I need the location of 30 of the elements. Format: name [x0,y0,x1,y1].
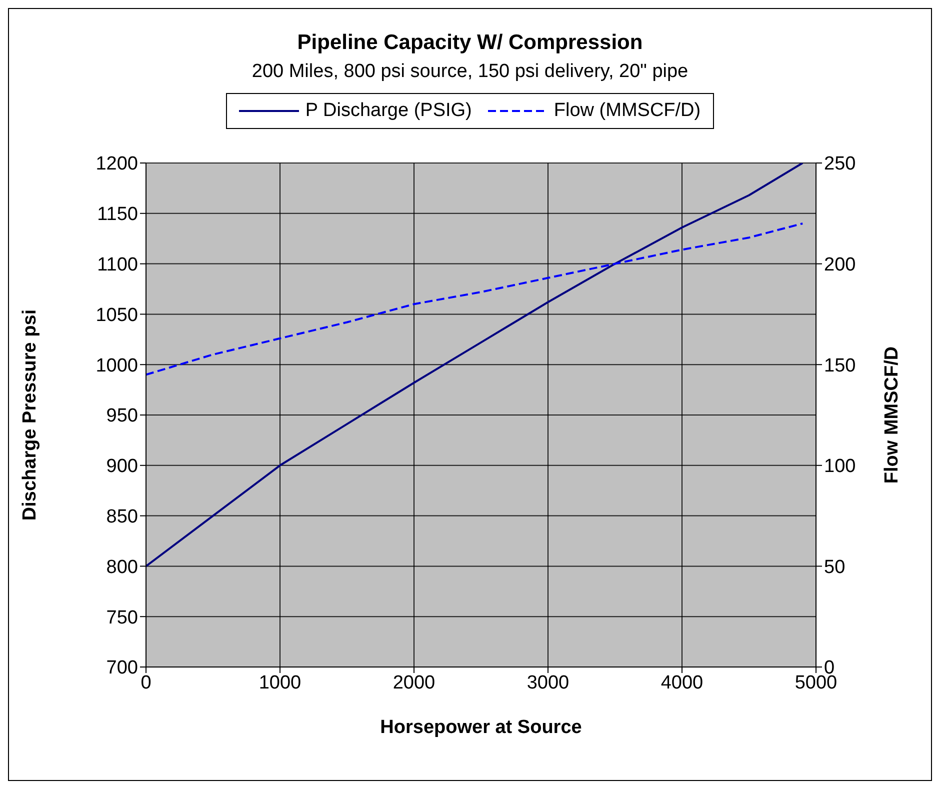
x-tick-label: 3000 [526,672,570,694]
line-series [146,222,804,376]
x-tick-label: 0 [140,672,152,694]
y-tick-label: 850 [106,506,138,528]
y-tick-label: 1150 [97,204,138,226]
y2-tick-label: 150 [824,355,856,376]
x-axis-title: Horsepower at Source [380,717,582,738]
y-tick-label: 950 [106,406,138,427]
x-tick-label: 2000 [392,672,436,694]
chart-subtitle: 200 Miles, 800 psi source, 150 psi delivery, 20" pipe [250,61,690,83]
y2-tick-label: 250 [824,154,856,175]
y2-tick-label: 50 [824,556,846,578]
y-tick-label: 750 [106,607,138,628]
y-tick-label: 1200 [96,154,138,175]
y-tick-label: 1050 [96,304,138,326]
y-tick-label: 800 [106,556,138,578]
chart-title: Pipeline Capacity W/ Compression [296,31,644,55]
y2-tick-label: 200 [824,254,856,276]
line-series [146,163,804,568]
y-axis-title: Discharge Pressure psi [20,309,41,521]
y2-tick-label: 100 [824,456,856,478]
y-tick-label: 1000 [96,355,138,376]
y2-axis-title: Flow MMSCF/D [882,346,903,484]
x-tick-label: 4000 [660,672,704,694]
y-tick-label: 900 [106,456,138,478]
y-tick-label: 700 [106,658,138,679]
x-tick-label: 1000 [258,672,302,694]
legend-label: P Discharge (PSIG) [305,100,472,122]
legend-label: Flow (MMSCF/D) [554,100,701,122]
y-tick-label: 1100 [97,254,138,276]
